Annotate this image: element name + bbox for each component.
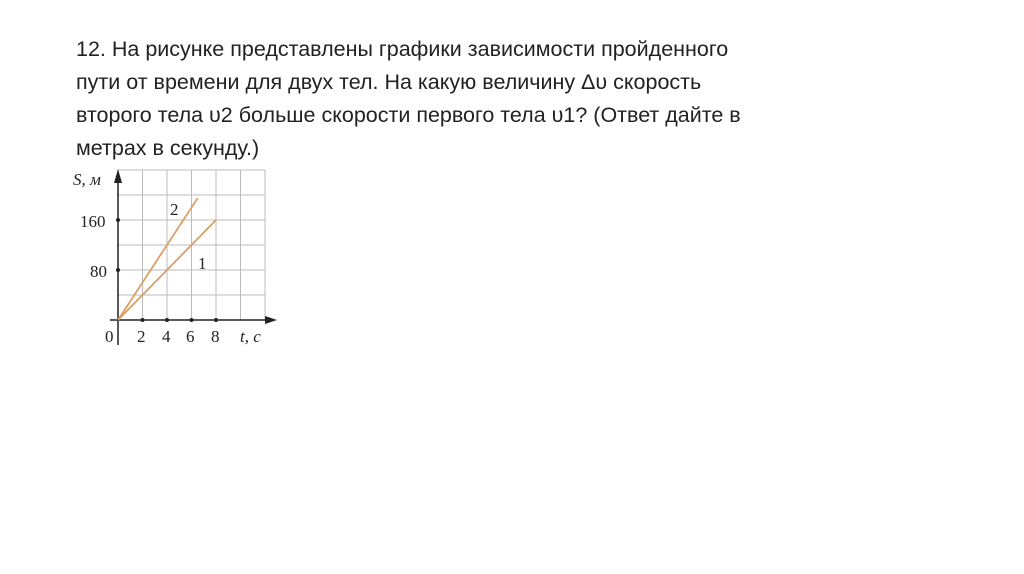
axes: [110, 169, 277, 345]
series-label-1: 1: [198, 254, 207, 273]
question-line: второго тела υ2 больше скорости первого …: [76, 103, 741, 127]
series-line-2: [117, 197, 199, 321]
x-tick-mark: [189, 318, 194, 322]
x-tick-mark: [165, 318, 169, 322]
x-tick-label: 4: [162, 327, 171, 346]
distance-time-chart: S, м t, с 0 2 4 6 8 80 160 2 1: [73, 169, 277, 346]
series-line-1: [117, 219, 217, 321]
question-text: 12. На рисунке представлены графики зави…: [76, 33, 956, 165]
x-axis-arrow-icon: [265, 316, 277, 324]
x-tick-label: 2: [137, 327, 146, 346]
series-label-2: 2: [170, 200, 179, 219]
y-axis-arrow-icon: [114, 169, 122, 183]
x-tick-label: 0: [105, 327, 114, 346]
x-tick-label: 8: [211, 327, 220, 346]
y-tick-mark: [116, 218, 120, 222]
labels: S, м t, с 0 2 4 6 8 80 160 2 1: [73, 170, 261, 346]
question-line: пути от времени для двух тел. На какую в…: [76, 70, 702, 94]
x-axis-label: t, с: [240, 327, 261, 346]
y-tick-mark: [116, 268, 120, 272]
question-line: 12. На рисунке представлены графики зави…: [76, 37, 729, 61]
x-tick-mark: [140, 318, 145, 322]
y-axis-label: S, м: [73, 170, 101, 189]
x-tick-label: 6: [186, 327, 195, 346]
question-line: метрах в секунду.): [76, 136, 260, 160]
x-tick-mark: [214, 318, 218, 322]
series-lines: [117, 197, 217, 321]
y-tick-label: 80: [90, 262, 107, 281]
y-tick-label: 160: [80, 212, 106, 231]
